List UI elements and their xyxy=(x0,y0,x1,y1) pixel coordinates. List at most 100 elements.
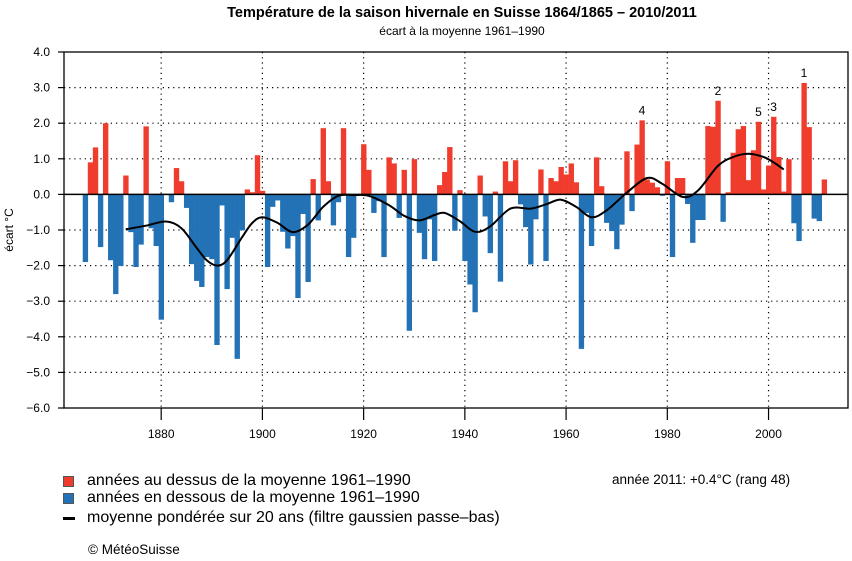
bar-1938 xyxy=(452,194,458,231)
copyright: © MétéoSuisse xyxy=(88,542,180,557)
bar-1960 xyxy=(563,174,569,195)
y-axis-label: écart °C xyxy=(2,208,16,252)
y-axis: 4.0 3.0 2.0 1.0 0.0 −1.0 −2.0 −3.0 −4.0 −5.0 −6.0 xyxy=(26,45,64,415)
rank-label-5: 5 xyxy=(755,105,762,119)
bar-1891 xyxy=(214,194,220,345)
bar-1973 xyxy=(629,194,635,212)
bar-2004 xyxy=(786,159,792,195)
bar-1929 xyxy=(406,194,413,331)
legend-item-above: années au dessus de la moyenne 1961–1990 xyxy=(63,472,411,490)
bar-1928 xyxy=(401,169,407,195)
y-tick-label: −5.0 xyxy=(26,365,50,379)
bar-1927 xyxy=(396,194,402,218)
bar-1904 xyxy=(280,194,286,232)
bar-1893 xyxy=(224,194,230,290)
bar-2008 xyxy=(806,127,812,195)
bar-1943 xyxy=(477,175,483,195)
bar-1967 xyxy=(598,186,605,195)
bar-1874 xyxy=(128,194,134,233)
bar-1951 xyxy=(518,194,524,205)
bar-1888 xyxy=(199,194,205,287)
x-tick-label: 1920 xyxy=(350,427,377,441)
bar-1946 xyxy=(492,191,499,195)
bar-1899 xyxy=(254,155,261,195)
bar-1917 xyxy=(345,194,352,258)
y-tick-label: −4.0 xyxy=(26,330,50,344)
bar-1878 xyxy=(148,194,154,229)
bar-1999 xyxy=(760,189,767,195)
bar-1902 xyxy=(270,194,276,207)
bar-1982 xyxy=(674,178,681,195)
bar-1875 xyxy=(133,194,139,268)
bar-2011 xyxy=(821,179,828,195)
x-tick-label: 1940 xyxy=(452,427,479,441)
bar-1901 xyxy=(264,194,271,268)
bar-1930 xyxy=(411,159,418,195)
rank-label-3: 3 xyxy=(770,100,777,114)
bar-1880 xyxy=(158,194,165,320)
bar-1937 xyxy=(447,147,453,195)
x-axis: 1880 1900 1920 1940 1960 1980 2000 xyxy=(148,408,782,441)
bar-1887 xyxy=(194,194,200,281)
bar-1909 xyxy=(305,194,311,282)
x-tick-label: 1880 xyxy=(148,427,175,441)
bar-1882 xyxy=(168,194,175,203)
bar-1941 xyxy=(467,194,473,285)
bar-1974 xyxy=(634,144,640,195)
bar-1884 xyxy=(178,181,185,195)
bar-1896 xyxy=(239,194,245,231)
bar-1975 xyxy=(639,120,645,195)
bar-1913 xyxy=(325,181,332,195)
bar-1883 xyxy=(173,168,180,195)
bar-1988 xyxy=(705,126,711,195)
x-tick-label: 1900 xyxy=(249,427,276,441)
bar-1970 xyxy=(614,194,620,250)
rank-label-4: 4 xyxy=(639,103,646,117)
bar-1962 xyxy=(573,182,580,195)
bar-1900 xyxy=(259,190,266,195)
bar-1990 xyxy=(715,100,721,195)
bar-1981 xyxy=(669,194,676,258)
bar-2003 xyxy=(781,191,787,195)
bar-1978 xyxy=(654,187,661,195)
bar-1897 xyxy=(244,189,251,195)
bar-1905 xyxy=(285,194,291,249)
bar-2001 xyxy=(771,116,777,195)
bar-1939 xyxy=(457,190,463,195)
bar-2000 xyxy=(766,165,772,195)
bar-1961 xyxy=(568,163,574,195)
bar-1936 xyxy=(442,171,448,195)
bar-1971 xyxy=(619,194,625,225)
bar-1918 xyxy=(350,194,357,238)
bar-1894 xyxy=(229,194,235,238)
rank-label-1: 1 xyxy=(801,66,808,80)
bar-1958 xyxy=(553,181,559,195)
bar-1997 xyxy=(750,150,757,195)
bar-1968 xyxy=(604,194,610,223)
bar-1947 xyxy=(497,194,504,282)
bar-1950 xyxy=(512,160,519,195)
bar-1908 xyxy=(300,194,306,214)
bar-1952 xyxy=(523,194,529,228)
bar-1984 xyxy=(685,194,691,205)
bar-1868 xyxy=(97,194,104,248)
bar-1991 xyxy=(720,194,726,222)
bar-1959 xyxy=(558,166,564,195)
bar-1983 xyxy=(679,178,686,195)
bar-1933 xyxy=(426,194,433,220)
bar-1996 xyxy=(745,180,752,195)
bar-2010 xyxy=(816,194,822,222)
x-tick-label: 1980 xyxy=(654,427,681,441)
bar-1987 xyxy=(700,194,706,221)
bar-1871 xyxy=(113,194,119,295)
y-tick-label: −3.0 xyxy=(26,294,50,308)
bar-1980 xyxy=(664,161,671,195)
bar-1898 xyxy=(249,192,256,195)
bar-1944 xyxy=(482,194,488,217)
bar-1940 xyxy=(462,194,468,261)
bar-1867 xyxy=(92,147,99,195)
bar-1889 xyxy=(204,194,210,258)
x-tick-label: 2000 xyxy=(755,427,782,441)
chart-subtitle: écart à la moyenne 1961–1990 xyxy=(379,24,545,38)
